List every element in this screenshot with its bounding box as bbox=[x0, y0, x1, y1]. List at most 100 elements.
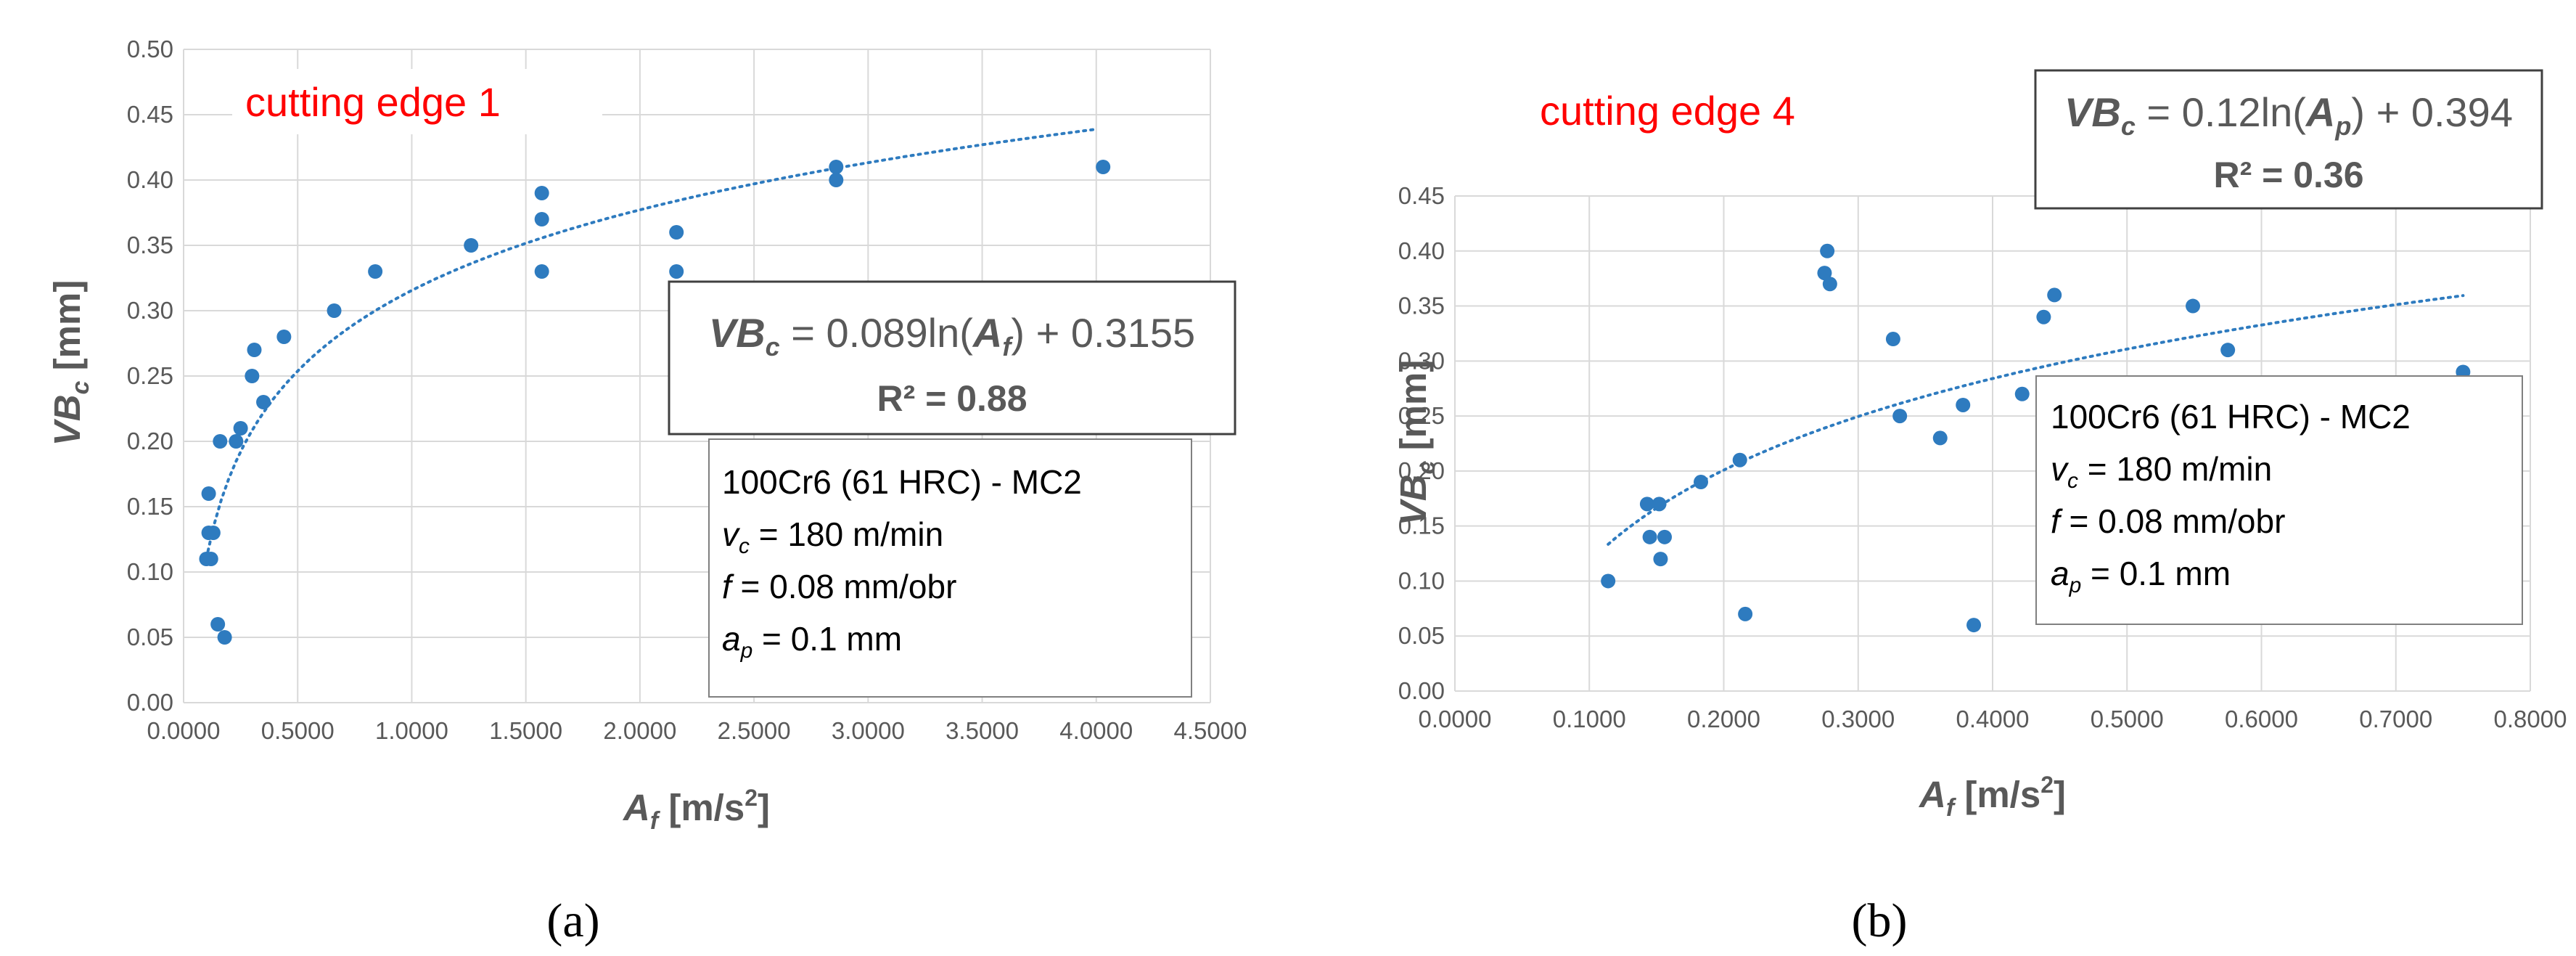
chart-a-y-tick: 0.50 bbox=[127, 36, 173, 62]
chart-b-point bbox=[1817, 266, 1832, 281]
chart-a-x-tick: 3.0000 bbox=[832, 717, 905, 744]
chart-b-point bbox=[1694, 475, 1709, 490]
chart-b-x-tick: 0.7000 bbox=[2359, 706, 2432, 732]
chart-b-point bbox=[1601, 573, 1616, 589]
chart-a-point bbox=[368, 264, 383, 279]
chart-b-y-tick: 0.10 bbox=[1398, 567, 1445, 594]
chart-a-material: 100Cr6 (61 HRC) - MC2 bbox=[722, 463, 1082, 501]
chart-b-y-tick: 0.45 bbox=[1398, 182, 1445, 209]
chart-a-feed: f = 0.08 mm/obr bbox=[722, 568, 956, 605]
chart-a-point bbox=[534, 212, 549, 226]
chart-b-equation-box: VBc = 0.12ln(Ap) + 0.394 R² = 0.36 bbox=[2034, 69, 2543, 210]
chart-b-trendline-path bbox=[1607, 294, 2465, 546]
chart-a-x-tick: 2.5000 bbox=[718, 717, 791, 744]
chart-a-x-tick: 3.5000 bbox=[946, 717, 1019, 744]
chart-a-y-tick: 0.25 bbox=[127, 362, 173, 389]
chart-a-x-tick: 0.5000 bbox=[261, 717, 335, 744]
chart-a-y-ticks: 0.00 0.05 0.10 0.15 0.20 0.25 0.30 0.35 0.40 0.45… bbox=[127, 36, 173, 716]
chart-b-y-tick: 0.00 bbox=[1398, 677, 1445, 704]
chart-a-point bbox=[201, 486, 216, 501]
chart-a-point bbox=[829, 173, 844, 187]
chart-a-y-tick: 0.35 bbox=[127, 232, 173, 258]
chart-b-point bbox=[2220, 343, 2236, 358]
chart-a-cutting-speed: vc = 180 m/min bbox=[722, 515, 943, 558]
chart-b-y-tick: 0.05 bbox=[1398, 622, 1445, 649]
chart-a-y-tick: 0.20 bbox=[127, 428, 173, 454]
chart-b-r-squared: R² = 0.36 bbox=[2213, 155, 2363, 195]
chart-b-equation: VBc = 0.12ln(Ap) + 0.394 bbox=[2064, 89, 2513, 141]
chart-a-r-squared: R² = 0.88 bbox=[877, 378, 1027, 419]
chart-b-x-tick: 0.6000 bbox=[2225, 706, 2298, 732]
chart-b-material: 100Cr6 (61 HRC) - MC2 bbox=[2051, 398, 2411, 436]
chart-a-point bbox=[247, 343, 262, 357]
chart-a-point bbox=[245, 369, 260, 383]
chart-a-point bbox=[327, 303, 342, 318]
chart-a-point bbox=[464, 238, 479, 253]
chart-b-point bbox=[2014, 386, 2030, 401]
chart-b-point bbox=[1652, 497, 1667, 512]
chart-b-point bbox=[2047, 287, 2062, 303]
chart-b-point bbox=[1820, 243, 1835, 258]
chart-a-point bbox=[829, 160, 844, 174]
chart-a-info-box: 100Cr6 (61 HRC) - MC2 vc = 180 m/min f =… bbox=[708, 438, 1192, 698]
chart-a-x-tick: 0.0000 bbox=[147, 717, 221, 744]
chart-b-info-box: 100Cr6 (61 HRC) - MC2 vc = 180 m/min f =… bbox=[2035, 375, 2523, 625]
chart-a-point bbox=[217, 630, 232, 645]
chart-b-point bbox=[1966, 618, 1982, 633]
chart-b-x-ticks: 0.0000 0.1000 0.2000 0.3000 0.4000 0.5000 0.60… bbox=[1419, 706, 2567, 732]
chart-b-x-tick: 0.2000 bbox=[1687, 706, 1760, 732]
chart-b-y-tick: 0.25 bbox=[1398, 402, 1445, 429]
chart-a-y-tick: 0.30 bbox=[127, 297, 173, 324]
chart-a-y-axis-title: VBc [mm] bbox=[46, 280, 94, 446]
chart-b-point bbox=[1732, 452, 1747, 467]
chart-b-gridlines bbox=[1454, 195, 2531, 692]
chart-a-point bbox=[534, 264, 549, 279]
chart-b-point bbox=[1653, 552, 1668, 567]
chart-b-x-tick: 0.4000 bbox=[1956, 706, 2030, 732]
chart-b-y-tick: 0.15 bbox=[1398, 512, 1445, 539]
chart-a-trendline bbox=[205, 128, 1098, 560]
chart-b-x-tick: 0.8000 bbox=[2494, 706, 2567, 732]
chart-b: 0.00 0.05 0.10 0.15 0.20 0.25 0.30 0.35 0.40 0.45… bbox=[1303, 69, 2576, 857]
chart-b-x-tick: 0.0000 bbox=[1419, 706, 1492, 732]
caption-b: (b) bbox=[1852, 894, 1908, 947]
chart-a-point bbox=[205, 526, 221, 540]
chart-a-point bbox=[203, 552, 218, 566]
chart-b-y-ticks: 0.00 0.05 0.10 0.15 0.20 0.25 0.30 0.35 0.40 0.45 bbox=[1398, 182, 1445, 704]
chart-a-point bbox=[210, 617, 226, 632]
chart-b-point bbox=[1892, 409, 1908, 424]
chart-b-point bbox=[1642, 529, 1657, 544]
chart-b-feed: f = 0.08 mm/obr bbox=[2051, 502, 2285, 540]
chart-b-x-axis-title: Af [m/s2] bbox=[1918, 772, 2066, 822]
chart-b-y-tick: 0.40 bbox=[1398, 237, 1445, 264]
chart-a-point bbox=[213, 434, 228, 449]
chart-a-equation-box: VBc = 0.089ln(Af) + 0.3155 R² = 0.88 bbox=[668, 280, 1236, 436]
chart-b-trendline bbox=[1607, 294, 2465, 546]
chart-b-point bbox=[1822, 277, 1837, 292]
chart-b-point bbox=[1738, 606, 1753, 621]
chart-b-x-tick: 0.1000 bbox=[1553, 706, 1626, 732]
chart-b-y-tick: 0.30 bbox=[1398, 347, 1445, 374]
chart-b-y-tick: 0.35 bbox=[1398, 293, 1445, 319]
chart-a-depth: ap = 0.1 mm bbox=[722, 620, 902, 663]
chart-a-points bbox=[199, 160, 1111, 645]
chart-a-x-tick: 1.5000 bbox=[489, 717, 562, 744]
chart-a-point bbox=[534, 186, 549, 200]
chart-a-y-tick: 0.15 bbox=[127, 493, 173, 520]
chart-a-x-tick: 4.5000 bbox=[1174, 717, 1247, 744]
chart-a-x-tick: 2.0000 bbox=[603, 717, 676, 744]
chart-a-y-tick: 0.45 bbox=[127, 101, 173, 128]
chart-a-point bbox=[256, 395, 271, 409]
chart-b-point bbox=[1639, 497, 1654, 512]
chart-b-point bbox=[2186, 298, 2201, 314]
chart-a-y-tick: 0.40 bbox=[127, 166, 173, 193]
chart-a-x-tick: 4.0000 bbox=[1059, 717, 1133, 744]
chart-a-x-tick: 1.0000 bbox=[375, 717, 448, 744]
chart-a-y-tick: 0.00 bbox=[127, 689, 173, 716]
chart-b-point bbox=[1956, 397, 1971, 412]
chart-b-title-bg bbox=[1527, 86, 1905, 145]
chart-b-point bbox=[1657, 529, 1672, 544]
chart-a-point bbox=[669, 225, 684, 240]
chart-a-point bbox=[233, 421, 248, 436]
